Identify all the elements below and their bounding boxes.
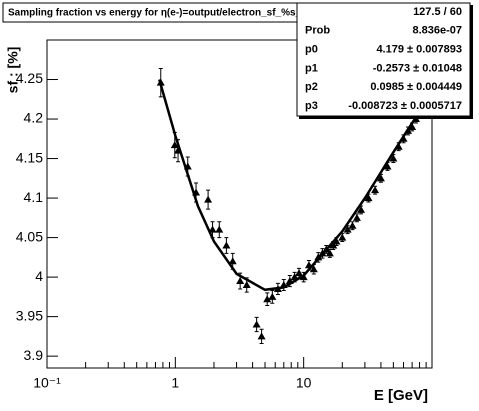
x-tick-label: 1: [171, 375, 179, 391]
data-point: [170, 141, 179, 149]
x-tick-label: 10⁻¹: [33, 375, 61, 391]
stats-value: 4.179 ± 0.007893: [376, 44, 462, 56]
data-point: [285, 277, 294, 285]
data-point: [389, 154, 398, 162]
data-point: [357, 205, 366, 213]
data-point: [204, 195, 213, 203]
data-point: [318, 249, 327, 257]
data-point: [208, 225, 217, 233]
data-point: [228, 257, 237, 265]
data-point: [299, 273, 308, 281]
y-tick-label: 4.2: [24, 110, 44, 126]
y-tick-label: 3.9: [24, 347, 44, 363]
stats-value: -0.008723 ± 0.0005717: [348, 100, 462, 112]
data-point: [394, 142, 403, 150]
data-point: [156, 78, 165, 86]
data-point: [273, 284, 282, 292]
chart-title: Sampling fraction vs energy for η(e-)=ou…: [8, 8, 360, 19]
data-point: [338, 233, 347, 241]
data-point: [257, 332, 266, 340]
data-point: [383, 162, 392, 170]
data-point: [263, 295, 272, 303]
data-point: [322, 245, 331, 253]
y-tick-label: 4.15: [16, 149, 43, 165]
data-point: [348, 221, 357, 229]
data-point: [222, 241, 231, 249]
stats-label: p1: [305, 62, 318, 74]
data-point: [352, 213, 361, 221]
y-tick-label: 4.05: [16, 228, 43, 244]
stats-label: p0: [305, 44, 318, 56]
data-point: [295, 269, 304, 277]
data-point: [174, 146, 183, 154]
data-point: [343, 225, 352, 233]
data-point: [403, 126, 412, 134]
data-point: [183, 162, 192, 170]
data-point: [279, 281, 288, 289]
stats-label: p2: [305, 81, 318, 93]
data-point: [329, 241, 338, 249]
data-point: [325, 249, 334, 257]
data-point: [309, 265, 318, 273]
data-point: [304, 261, 313, 269]
stats-box: [296, 2, 471, 117]
stats-value: 0.0985 ± 0.004449: [370, 81, 462, 93]
data-point: [192, 188, 201, 196]
data-point: [314, 253, 323, 261]
y-tick-label: 4.1: [24, 189, 44, 205]
data-point: [364, 194, 373, 202]
stats-label: Prob: [305, 25, 330, 37]
data-point: [215, 225, 224, 233]
y-tick-label: 3.95: [16, 307, 43, 323]
data-point: [236, 277, 245, 285]
y-axis-label: sf : [%]: [5, 47, 21, 94]
x-tick-label: 10: [296, 375, 312, 391]
stats-value: 8.836e-07: [412, 25, 462, 37]
data-point: [290, 273, 299, 281]
data-point: [376, 174, 385, 182]
data-point: [332, 237, 341, 245]
data-point: [371, 186, 380, 194]
x-axis-label: E [GeV]: [374, 387, 428, 404]
stats-value: 127.5 / 60: [413, 6, 462, 18]
data-point: [252, 320, 261, 328]
data-point: [268, 292, 277, 300]
data-point: [242, 281, 251, 289]
y-tick-label: 4: [35, 268, 43, 284]
data-point: [399, 134, 408, 142]
y-tick-label: 4.25: [16, 70, 43, 86]
stats-value: -0.2573 ± 0.01048: [373, 62, 462, 74]
stats-label: p3: [305, 100, 318, 112]
plot-frame: [46, 39, 433, 369]
data-point: [408, 122, 417, 130]
